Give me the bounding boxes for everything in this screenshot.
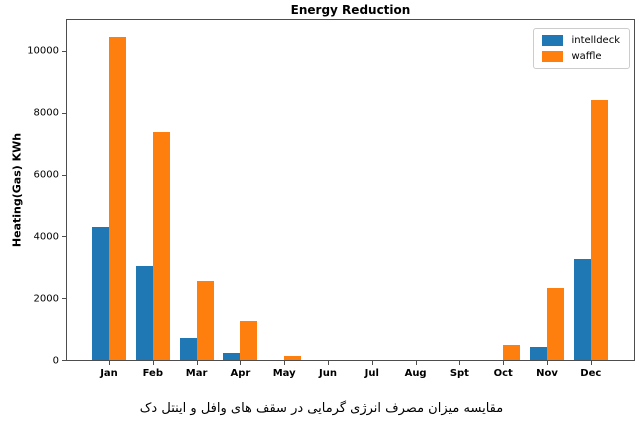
y-tick-label: 8000 bbox=[33, 107, 59, 119]
x-tick-label: Feb bbox=[142, 368, 163, 379]
bar-waffle-oct bbox=[503, 345, 521, 360]
y-axis-label: Heating(Gas) KWh bbox=[10, 132, 24, 248]
bar-waffle-nov bbox=[547, 288, 564, 360]
x-tick-label: Oct bbox=[493, 368, 513, 379]
y-tick-label: 4000 bbox=[33, 231, 59, 243]
x-tick-label: Apr bbox=[230, 368, 251, 379]
caption: مقایسه میزان مصرف انرژی گرمایی در سقف ها… bbox=[139, 401, 504, 416]
chart-title: Energy Reduction bbox=[290, 3, 411, 17]
x-tick-label: Nov bbox=[536, 368, 558, 379]
x-tick-label: Jul bbox=[364, 368, 379, 379]
x-tick-label: Aug bbox=[404, 368, 427, 379]
x-tick-label: Dec bbox=[580, 368, 602, 379]
bar-waffle-feb bbox=[152, 132, 170, 360]
x-tick-label: Spt bbox=[449, 368, 469, 379]
bar-intelldeck-apr bbox=[223, 353, 241, 360]
x-tick-mark bbox=[590, 361, 592, 365]
bar-waffle-mar bbox=[196, 281, 214, 360]
bar-intelldeck-mar bbox=[179, 338, 197, 360]
y-tick-label: 6000 bbox=[33, 169, 59, 181]
y-tick-mark bbox=[62, 298, 66, 300]
legend-label-waffle: waffle bbox=[571, 51, 602, 62]
bar-waffle-may bbox=[284, 356, 302, 360]
y-tick-mark bbox=[62, 236, 66, 238]
y-tick-mark bbox=[62, 174, 66, 176]
y-tick-mark bbox=[62, 360, 66, 361]
legend-label-intelldeck: intelldeck bbox=[571, 35, 620, 46]
plot-area: intelldeck waffle 0 2000 4000 6000 8000 10000… bbox=[27, 19, 635, 379]
y-tick-label: 0 bbox=[52, 355, 59, 366]
legend-item-intelldeck: intelldeck bbox=[542, 35, 620, 46]
x-tick-label: Jun bbox=[319, 368, 337, 379]
x-tick-label: May bbox=[272, 368, 296, 379]
bar-intelldeck-nov bbox=[530, 347, 547, 360]
x-tick-mark bbox=[240, 361, 242, 365]
x-tick-mark bbox=[415, 361, 417, 365]
bar-intelldeck-feb bbox=[135, 266, 153, 360]
x-tick-mark bbox=[152, 361, 154, 365]
legend: intelldeck waffle bbox=[533, 28, 630, 69]
bar-intelldeck-dec bbox=[573, 259, 591, 360]
x-tick-mark bbox=[109, 361, 110, 365]
y-tick-label: 2000 bbox=[33, 293, 59, 305]
y-tick-mark bbox=[62, 112, 66, 114]
x-tick-mark bbox=[284, 361, 286, 365]
x-tick-label: Mar bbox=[185, 368, 208, 379]
bar-waffle-jan bbox=[109, 37, 126, 360]
bar-waffle-apr bbox=[240, 321, 258, 360]
x-tick-mark bbox=[503, 361, 505, 365]
y-tick-label: 10000 bbox=[27, 45, 59, 57]
x-tick-mark bbox=[196, 361, 198, 365]
bar-intelldeck-jan bbox=[92, 227, 109, 360]
legend-item-waffle: waffle bbox=[542, 51, 620, 62]
legend-swatch-waffle-icon bbox=[542, 51, 564, 62]
bar-waffle-dec bbox=[590, 100, 608, 360]
x-tick-label: Jan bbox=[100, 368, 118, 379]
x-tick-mark bbox=[547, 361, 548, 365]
y-tick-mark bbox=[62, 50, 66, 52]
legend-swatch-intelldeck-icon bbox=[542, 35, 564, 46]
x-tick-mark bbox=[328, 361, 329, 365]
x-tick-mark bbox=[371, 361, 373, 365]
x-tick-mark bbox=[459, 361, 461, 365]
